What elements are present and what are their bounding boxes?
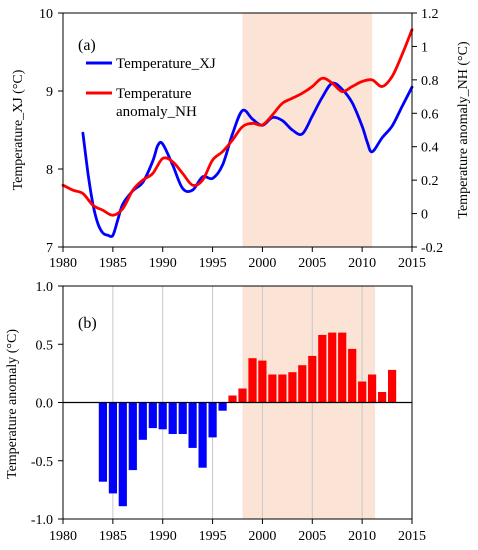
y-tick-label-right-a: 0.2: [421, 174, 439, 189]
bar-1990: [158, 402, 167, 430]
x-tick-label-a: 2015: [398, 256, 426, 271]
y-tick-label-b: -0.5: [31, 455, 53, 470]
y-tick-label-left-a: 7: [46, 241, 53, 256]
bar-2008: [338, 332, 347, 403]
panel-label-a: (a): [78, 37, 96, 54]
bar-1999: [248, 358, 257, 403]
legend-label-nh-line2: anomaly_NH: [116, 104, 197, 120]
x-tick-label-b: 2015: [398, 529, 426, 544]
y-tick-label-left-a: 10: [39, 7, 53, 22]
panel-label-b: (b): [78, 315, 97, 332]
x-tick-label-b: 2000: [248, 529, 276, 544]
bar-1988: [138, 402, 147, 440]
x-tick-label-b: 1990: [149, 529, 177, 544]
bar-2007: [328, 332, 337, 403]
y-tick-label-right-a: 1: [421, 40, 428, 55]
y-axis-label-right-a: Temperature anomaly_NH (°C): [456, 41, 471, 219]
bar-1985: [108, 402, 117, 494]
y-tick-label-left-a: 9: [46, 85, 53, 100]
bar-1996: [218, 402, 227, 411]
series-line-temperature-xj: [81, 81, 414, 238]
x-tick-label-a: 2000: [248, 256, 276, 271]
x-tick-label-b: 1980: [49, 529, 77, 544]
bar-1994: [198, 402, 207, 468]
x-tick-label-b: 2010: [348, 529, 376, 544]
bar-1997: [228, 395, 237, 403]
bar-1998: [238, 388, 247, 403]
y-tick-label-b: -1.0: [31, 513, 53, 528]
y-tick-label-right-a: -0.2: [421, 241, 443, 256]
x-tick-label-a: 2005: [298, 256, 326, 271]
bar-1993: [188, 402, 197, 448]
y-axis-label-b: Temperature anomaly (°C): [5, 329, 20, 479]
bar-1992: [178, 402, 187, 434]
bar-2001: [268, 374, 277, 403]
x-tick-label-a: 1990: [149, 256, 177, 271]
panel-a: 1980 1985 1990 1995 2000 2005 2010 201578910-0.…: [11, 7, 471, 271]
bar-2006: [318, 334, 327, 403]
bar-1984: [98, 402, 107, 482]
bar-2011: [368, 374, 377, 403]
shaded-period-a: [242, 13, 373, 247]
x-tick-label-a: 1980: [49, 256, 77, 271]
plot-frame-a: [62, 12, 413, 248]
y-tick-label-left-a: 8: [46, 163, 53, 178]
bar-2010: [358, 381, 367, 403]
x-tick-label-a: 1985: [99, 256, 127, 271]
y-tick-label-b: 1.0: [36, 280, 54, 295]
bar-2012: [378, 392, 387, 403]
bar-1986: [118, 402, 127, 507]
bar-1995: [208, 402, 217, 438]
x-tick-label-b: 2005: [298, 529, 326, 544]
bar-2013: [388, 369, 397, 403]
y-tick-label-right-a: 0: [421, 208, 428, 223]
y-axis-label-left-a: Temperature_XJ (°C): [11, 69, 26, 190]
bar-1987: [128, 402, 137, 471]
x-tick-label-b: 1995: [199, 529, 227, 544]
x-tick-label-a: 1995: [199, 256, 227, 271]
y-tick-label-b: 0.0: [36, 397, 54, 412]
x-tick-label-a: 2010: [348, 256, 376, 271]
legend-label-nh-line1: Temperature: [116, 86, 192, 102]
bar-2009: [348, 348, 357, 403]
bar-2003: [288, 372, 297, 403]
y-tick-label-right-a: 0.4: [421, 141, 439, 156]
bar-2002: [278, 374, 287, 403]
legend-label-xj: Temperature_XJ: [116, 56, 216, 72]
y-tick-label-right-a: 1.2: [421, 7, 439, 22]
x-tick-label-b: 1985: [99, 529, 127, 544]
bar-2004: [298, 365, 307, 403]
bar-2000: [258, 360, 267, 403]
y-tick-label-right-a: 0.8: [421, 74, 439, 89]
bar-1991: [168, 402, 177, 434]
y-tick-label-b: 0.5: [36, 338, 54, 353]
panel-b: 1980 1985 1990 1995 2000 2005 2010 2015 -1.0 -0.5…: [5, 280, 426, 544]
legend-a: Temperature_XJ Temperature anomaly_NH: [86, 56, 216, 120]
bar-2005: [308, 355, 317, 403]
bar-1989: [148, 402, 157, 429]
y-tick-label-right-a: 0.6: [421, 107, 439, 122]
series-line-temperature-anomaly-nh: [61, 28, 414, 217]
